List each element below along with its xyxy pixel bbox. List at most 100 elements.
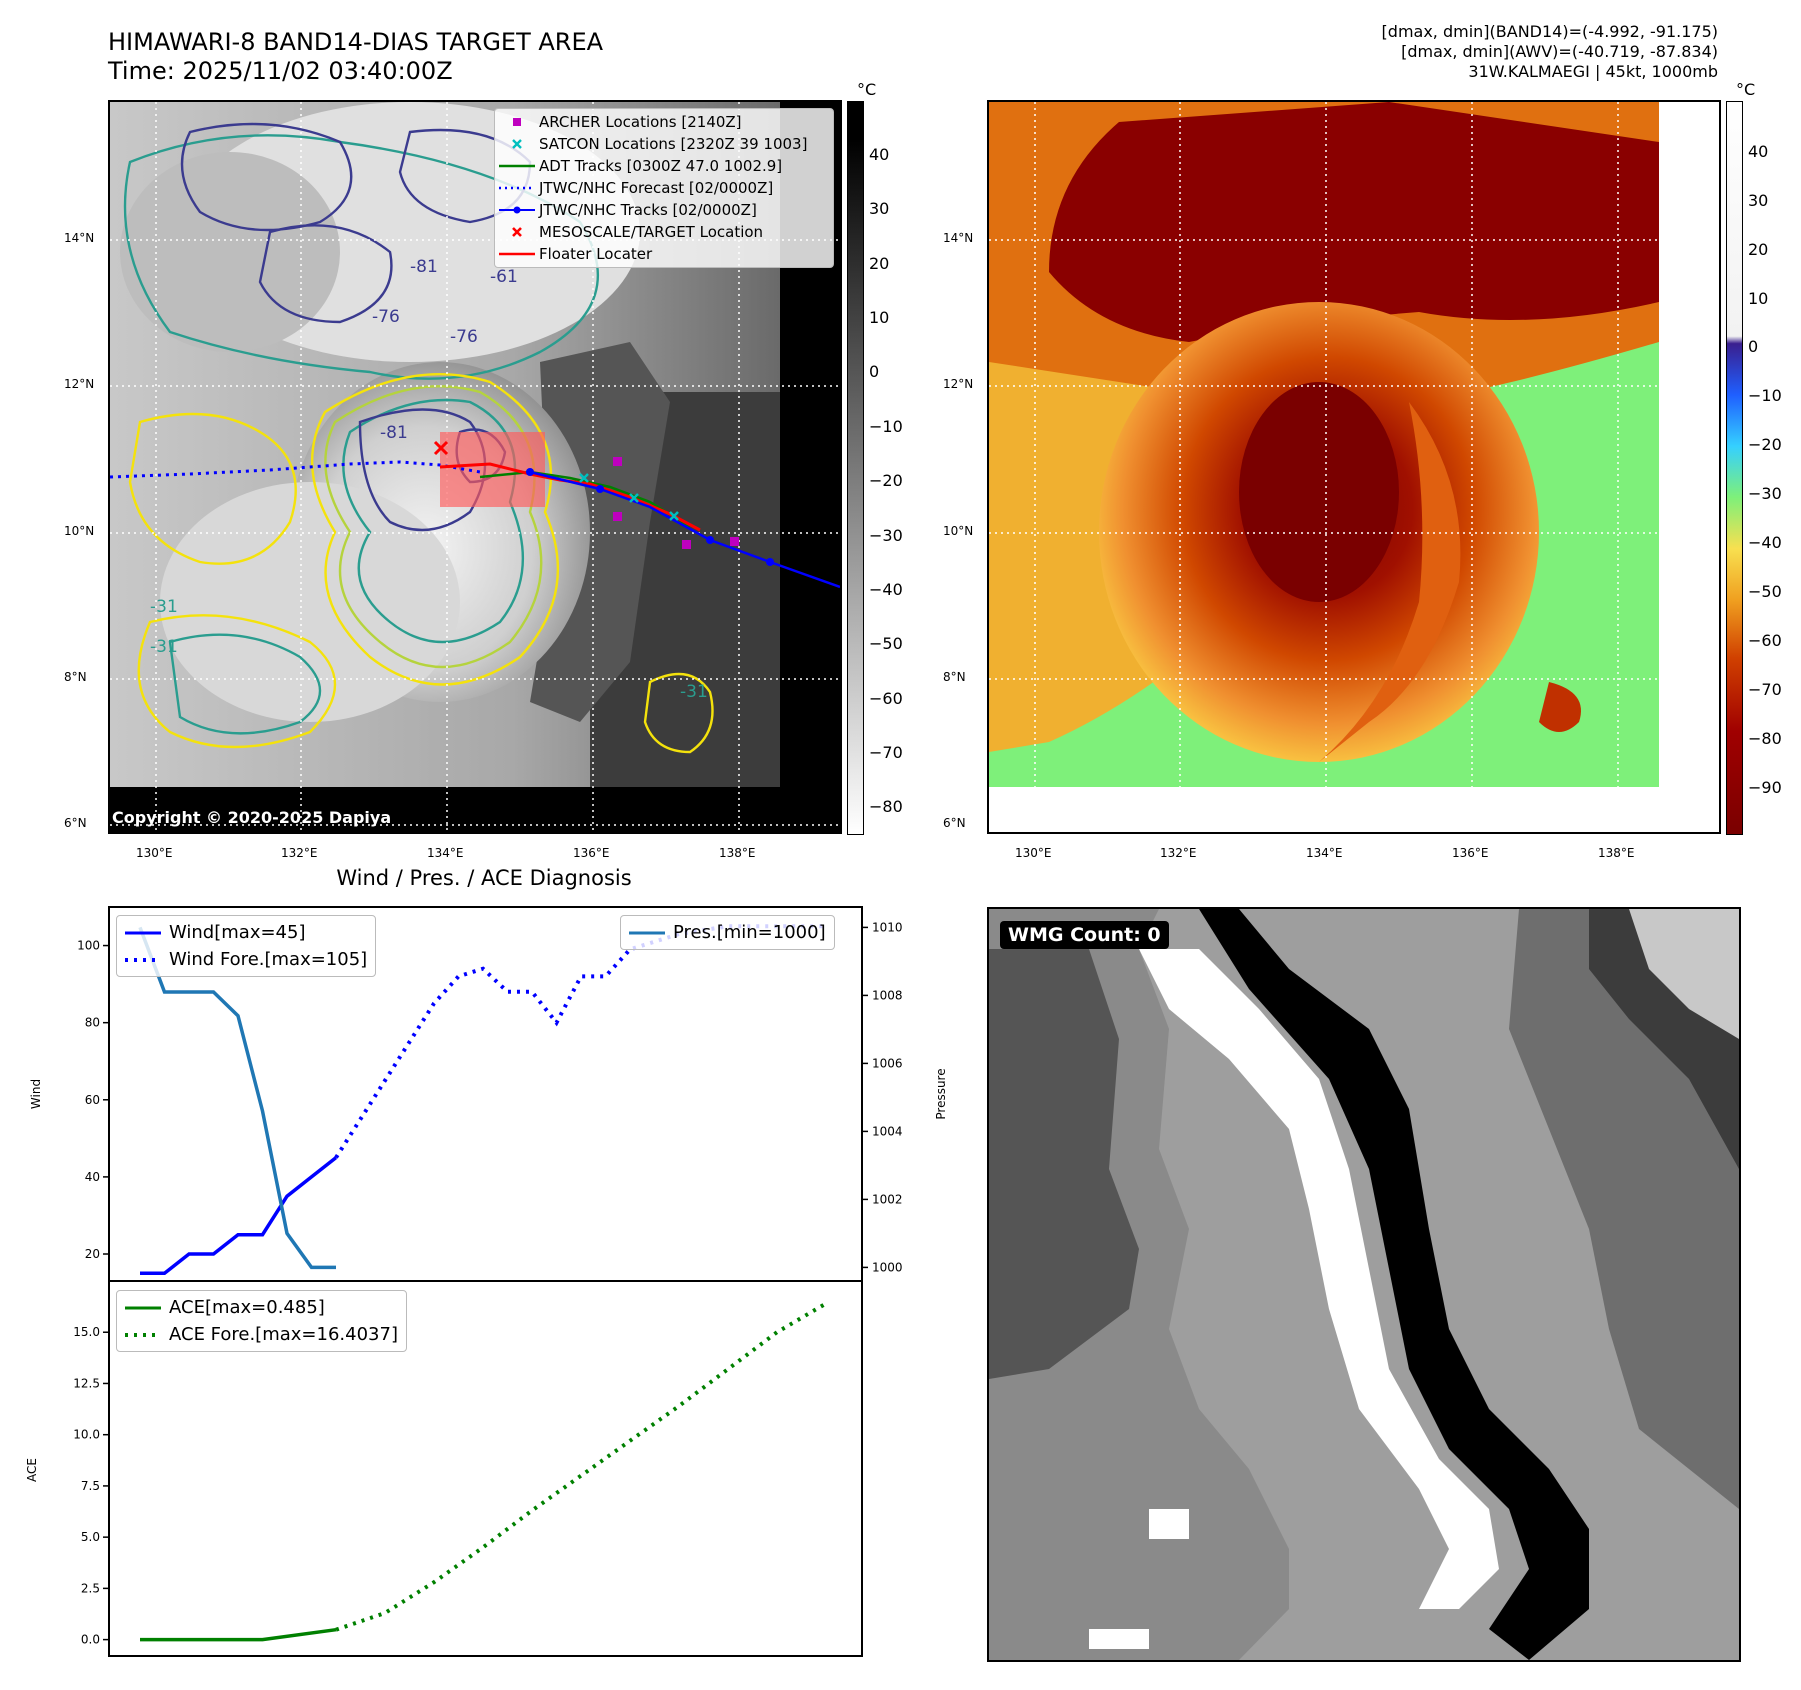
color-map-gridlines (989, 102, 1719, 832)
gray-cbar-tick: 30 (869, 199, 890, 218)
color-cbar-tick: −90 (1748, 778, 1782, 797)
gray-cbar-tick: −40 (869, 580, 903, 599)
legend-item-pressure: Pres.[min=1000] (629, 922, 826, 943)
contour-label: -31 (150, 597, 178, 617)
gray-cbar-tick: −70 (869, 743, 903, 762)
gray-cbar-tick: 10 (869, 308, 890, 327)
color-cbar-tick: −70 (1748, 680, 1782, 699)
lat-tick: 10°N (64, 524, 95, 538)
lat-tick: 6°N (943, 816, 966, 830)
legend-item-wind-forecast: Wind Fore.[max=105] (125, 949, 368, 970)
map-legend: ARCHER Locations [2140Z] SATCON Location… (494, 108, 834, 268)
jtwc-forecast-track (110, 460, 481, 479)
pres-y-ticks: 1000 1002 1004 1006 1008 1010 (862, 920, 903, 1274)
stat-band14: [dmax, dmin](BAND14)=(-4.992, -91.175) (1381, 22, 1718, 41)
gray-cbar-tick: −60 (869, 689, 903, 708)
ace-tick-label: 15.0 (73, 1325, 100, 1339)
color-cbar-tick: −80 (1748, 729, 1782, 748)
lat-tick: 8°N (943, 670, 966, 684)
ace-tick-label: 12.5 (73, 1376, 100, 1390)
gray-cbar-tick: 20 (869, 254, 890, 273)
lat-tick: 10°N (943, 524, 974, 538)
series-wind-fore--line (334, 924, 826, 1159)
ir-map-panel: -81 -76 -81 -61 -76 -31 -31 -31 (108, 100, 842, 834)
legend-item-wind: Wind[max=45] (125, 922, 306, 943)
series-wind-line (140, 1156, 338, 1276)
pressure-axis-label: Pressure (934, 1068, 948, 1119)
contour-label: -31 (680, 682, 708, 702)
pres-tick-label: 1008 (872, 988, 903, 1002)
legend-item-jtwc-tracks: JTWC/NHC Tracks [02/0000Z] (495, 199, 833, 221)
chart-title: HIMAWARI-8 BAND14-DIAS TARGET AREA Time:… (108, 28, 603, 86)
series-ace-line (140, 1627, 337, 1642)
color-cbar-tick: −10 (1748, 386, 1782, 405)
wmg-panel (987, 907, 1741, 1662)
pres-tick-label: 1010 (872, 920, 903, 934)
color-cbar-tick: 0 (1748, 337, 1759, 356)
lat-tick: 12°N (943, 377, 974, 391)
ace-series-group (140, 1301, 828, 1642)
wind-tick-label: 40 (85, 1170, 100, 1184)
series-pres--line (138, 926, 336, 1270)
wind-tick-label: 60 (85, 1093, 100, 1107)
target-marker (433, 440, 449, 456)
lon-tick: 138°E (719, 846, 756, 860)
lon-tick: 130°E (136, 846, 173, 860)
lon-tick: 134°E (427, 846, 464, 860)
color-map-svg (989, 102, 1719, 832)
legend-item-satcon: SATCON Locations [2320Z 39 1003] (495, 133, 833, 155)
legend-item-ace: ACE[max=0.485] (125, 1297, 325, 1318)
pres-tick-label: 1004 (872, 1124, 903, 1138)
lon-tick: 134°E (1306, 846, 1343, 860)
lon-tick: 132°E (1160, 846, 1197, 860)
color-cbar-tick: −30 (1748, 484, 1782, 503)
gray-cbar-tick: −80 (869, 797, 903, 816)
legend-item-adt: ADT Tracks [0300Z 47.0 1002.9] (499, 157, 783, 175)
wind-tick-label: 20 (85, 1247, 100, 1261)
lon-tick: 132°E (281, 846, 318, 860)
legend-item-jtwc-forecast: JTWC/NHC Forecast [02/0000Z] (499, 179, 774, 197)
contour-label: -31 (150, 637, 178, 657)
pressure-legend: Pres.[min=1000] (620, 915, 835, 950)
color-colorbar (1726, 101, 1743, 835)
contour-label: -81 (380, 423, 408, 443)
lon-tick: 136°E (573, 846, 610, 860)
diagnosis-title: Wind / Pres. / ACE Diagnosis (336, 866, 632, 890)
gray-cbar-tick: −30 (869, 526, 903, 545)
archer-points (613, 457, 739, 549)
ace-legend: ACE[max=0.485] ACE Fore.[max=16.4037] (116, 1290, 407, 1352)
wind-legend: Wind[max=45] Wind Fore.[max=105] (116, 915, 377, 977)
ace-panel-frame (108, 1280, 863, 1657)
wind-tick-label: 100 (77, 939, 100, 953)
ace-tick-label: 0.0 (81, 1633, 100, 1647)
color-cbar-tick: 20 (1748, 240, 1769, 259)
series-ace-fore--line (335, 1301, 828, 1632)
diagnosis-chart: 20 40 60 80 100 1000 1002 1004 1006 1008 1010 0.0… (25, 906, 948, 1657)
color-colorbar-unit: °C (1736, 80, 1756, 99)
contour-label: -76 (450, 327, 478, 347)
lon-tick: 136°E (1452, 846, 1489, 860)
ace-tick-label: 2.5 (81, 1581, 100, 1595)
title-line-2: Time: 2025/11/02 03:40:00Z (108, 57, 453, 85)
title-line-1: HIMAWARI-8 BAND14-DIAS TARGET AREA (108, 28, 604, 56)
copyright-text: Copyright © 2020-2025 Dapiya (112, 808, 392, 827)
color-map-panel (987, 100, 1721, 834)
color-cbar-tick: 30 (1748, 191, 1769, 210)
wind-series-group (138, 924, 826, 1276)
jtwc-track (529, 470, 840, 589)
jtwc-track-points (526, 468, 774, 566)
lon-tick: 130°E (1015, 846, 1052, 860)
ace-axis-label: ACE (25, 1458, 39, 1482)
color-cbar-tick: 40 (1748, 142, 1769, 161)
gray-cbar-tick: −50 (869, 634, 903, 653)
satcon-points (579, 473, 679, 521)
gray-cbar-tick: −20 (869, 471, 903, 490)
color-cbar-tick: −60 (1748, 631, 1782, 650)
ace-tick-label: 7.5 (81, 1479, 100, 1493)
contour-label: -76 (372, 307, 400, 327)
gray-colorbar (847, 101, 864, 835)
lat-tick: 8°N (64, 670, 87, 684)
wmg-svg (989, 909, 1739, 1660)
stats-block: [dmax, dmin](BAND14)=(-4.992, -91.175) [… (1382, 22, 1718, 82)
color-cbar-tick: −50 (1748, 582, 1782, 601)
